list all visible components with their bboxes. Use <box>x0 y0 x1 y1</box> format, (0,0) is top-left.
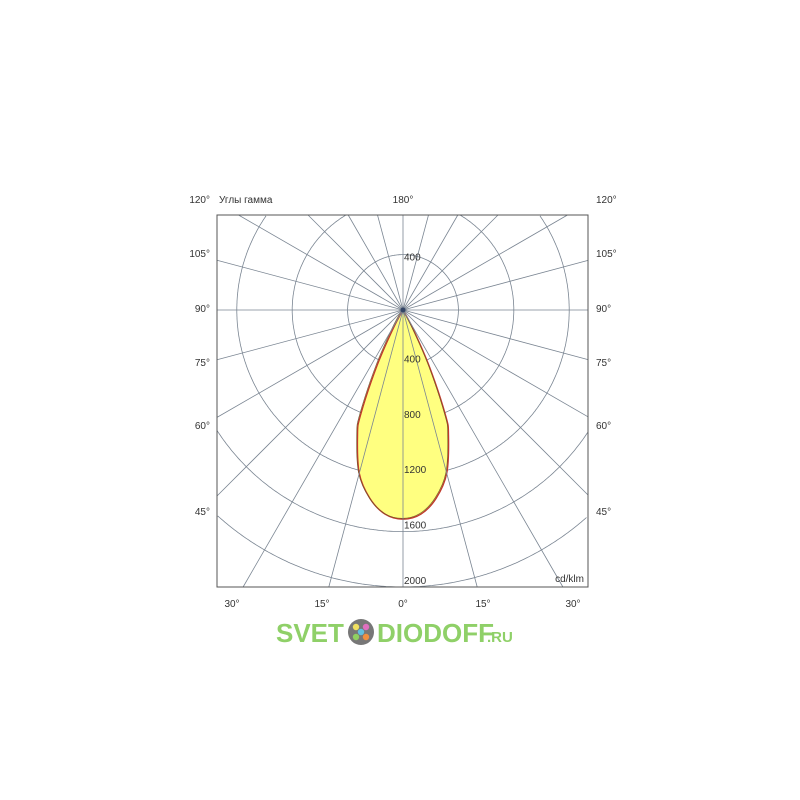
angle-label-bottom: 0° <box>398 599 408 610</box>
angle-label-right: 105° <box>596 249 617 260</box>
angle-label-right: 90° <box>596 304 611 315</box>
radial-tick-label: 1600 <box>404 521 427 532</box>
grid-spoke <box>238 214 404 311</box>
angle-label-left: 90° <box>195 304 210 315</box>
angle-label-left: 45° <box>195 507 210 518</box>
grid-spoke <box>216 309 404 361</box>
watermark-text-left: SVET <box>276 618 344 648</box>
grid-spoke <box>347 214 404 311</box>
grid-spoke <box>216 309 404 418</box>
grid-spoke <box>307 214 404 311</box>
angle-label-right: 45° <box>596 507 611 518</box>
grid-spoke <box>328 309 404 588</box>
angle-label-left: 60° <box>195 421 210 432</box>
grid-circle <box>236 215 570 477</box>
grid-spoke <box>402 309 589 496</box>
watermark-text-right: DIODOFF <box>377 618 494 648</box>
grid-spoke <box>402 309 478 588</box>
grid-spoke <box>402 309 564 588</box>
grid-spoke <box>402 214 429 311</box>
angle-label-bottom: 30° <box>224 599 239 610</box>
radial-tick-label: 400 <box>404 354 421 365</box>
grid-spoke <box>216 259 404 311</box>
intensity-curve-outline <box>356 308 449 519</box>
angle-label-left: 105° <box>189 249 210 260</box>
grid-spoke <box>402 214 568 311</box>
center-dot <box>400 307 406 313</box>
plot-frame <box>216 214 589 588</box>
grid-spoke <box>377 214 404 311</box>
angle-label-bottom: 30° <box>565 599 580 610</box>
radial-tick-label: 1200 <box>404 465 427 476</box>
angle-label-left: 75° <box>195 358 210 369</box>
watermark-led-icon <box>348 619 374 645</box>
watermark-suffix: .RU <box>487 629 513 646</box>
grid-spoke <box>402 260 589 311</box>
labels: Углы гамма cd/klm 180° 400 800 1200 1600 200… <box>189 195 616 610</box>
grid-spoke <box>242 309 404 588</box>
watermark-logo: SVET DIODOFF .RU <box>276 618 513 648</box>
corner-label: Углы гамма <box>219 195 273 206</box>
radial-tick-label: 2000 <box>404 576 427 587</box>
angle-label-top: 180° <box>393 195 414 206</box>
grid-spoke <box>402 214 459 311</box>
polar-grid <box>216 214 589 588</box>
polar-spokes <box>216 214 589 588</box>
radial-tick-label-upper: 400 <box>404 253 421 264</box>
angle-label-bottom: 15° <box>314 599 329 610</box>
grid-spoke <box>402 309 589 360</box>
grid-circle <box>217 515 587 588</box>
grid-spoke <box>402 309 589 418</box>
angle-label-right: 60° <box>596 421 611 432</box>
angle-label-right: 120° <box>596 195 617 206</box>
grid-circle <box>216 430 589 532</box>
grid-spoke <box>216 309 404 497</box>
grid-circle <box>291 214 515 422</box>
radial-tick-label: 800 <box>404 410 421 421</box>
angle-label-right: 75° <box>596 358 611 369</box>
angle-label-left: 120° <box>189 195 210 206</box>
angle-label-bottom: 15° <box>475 599 490 610</box>
grid-spoke <box>402 214 499 311</box>
unit-label: cd/klm <box>555 574 584 585</box>
